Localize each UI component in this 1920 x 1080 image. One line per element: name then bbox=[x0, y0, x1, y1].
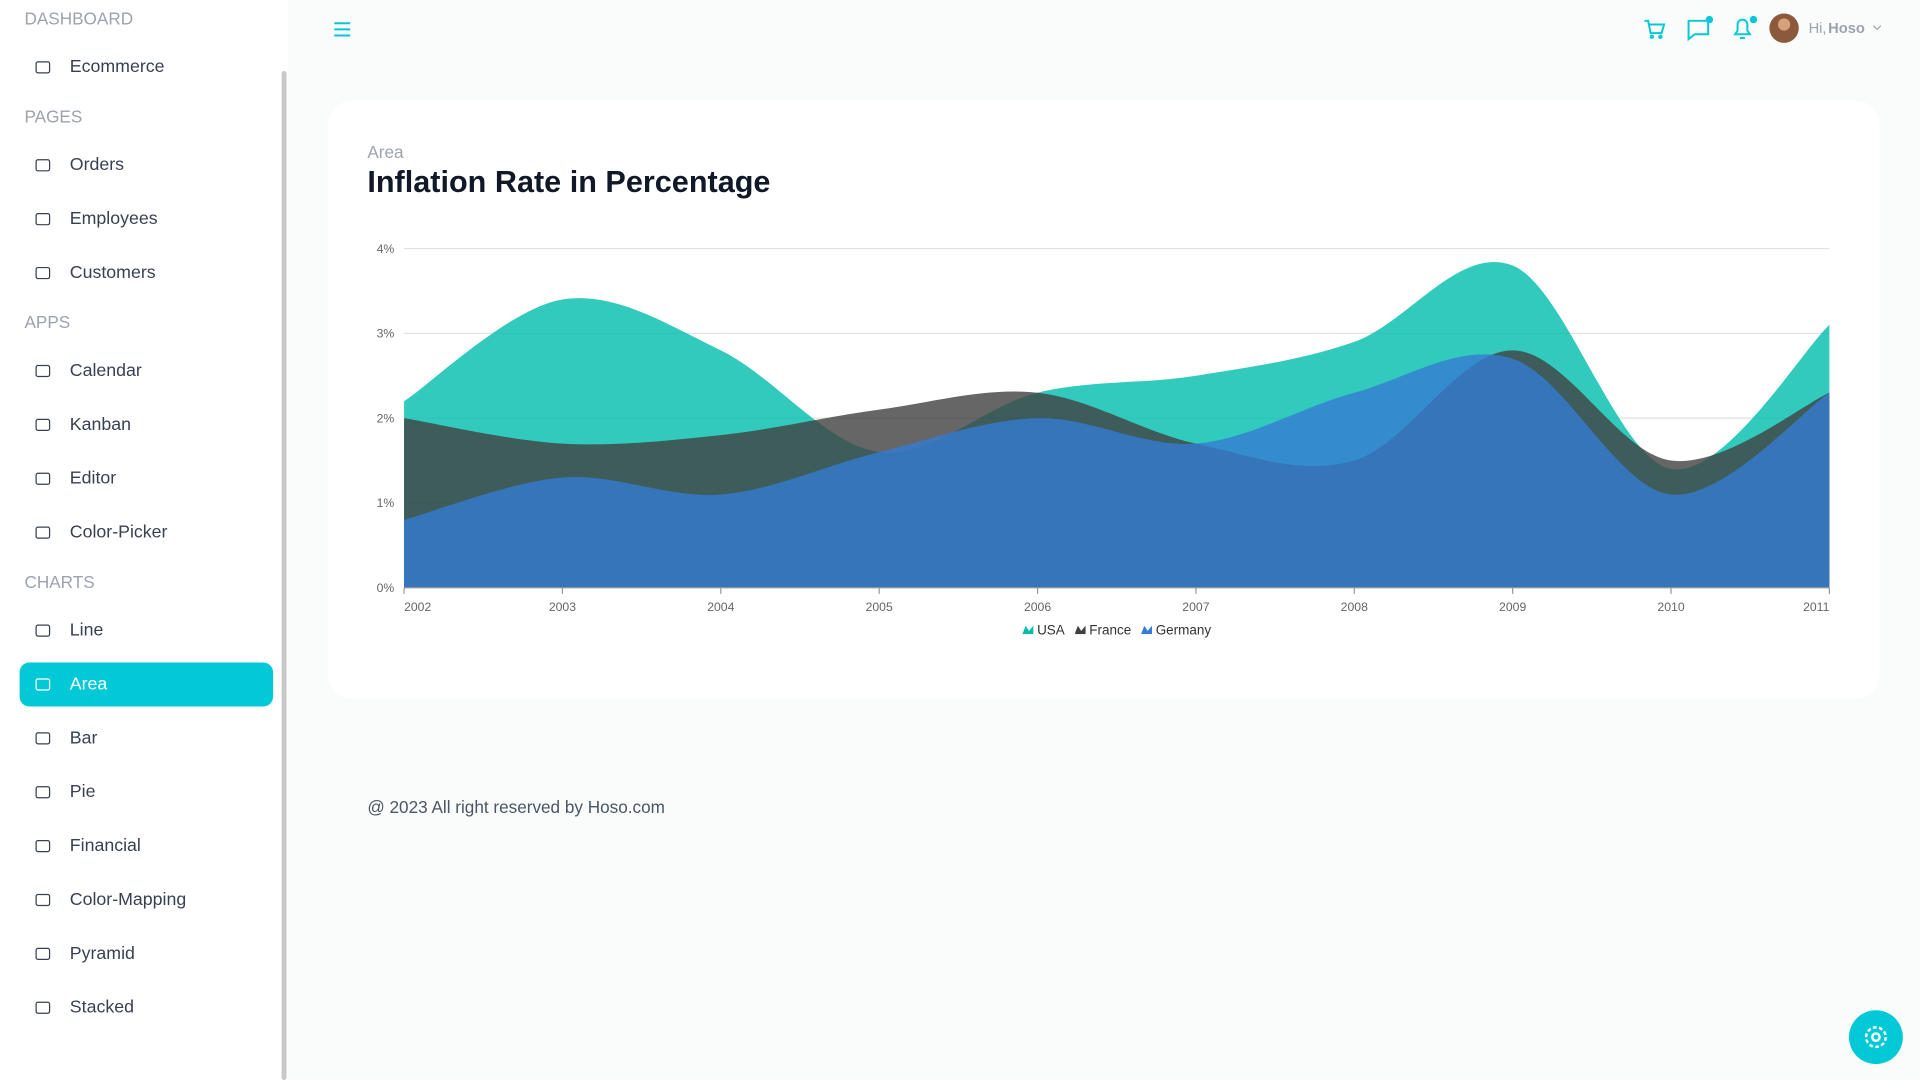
area-series bbox=[404, 354, 1830, 588]
nav-label: Financial bbox=[69, 836, 141, 856]
nav-item[interactable]: Pyramid bbox=[20, 932, 273, 976]
x-tick-label: 2004 bbox=[707, 600, 734, 614]
nav-item[interactable]: Line bbox=[20, 609, 273, 653]
nav-label: Stacked bbox=[69, 997, 134, 1018]
nav-label: Pyramid bbox=[69, 944, 135, 964]
nav-item[interactable]: Stacked bbox=[20, 986, 273, 1030]
nav-icon bbox=[35, 364, 51, 378]
legend-label: Germany bbox=[1155, 623, 1212, 638]
nav-icon bbox=[35, 1001, 51, 1014]
nav-label: Orders bbox=[69, 155, 125, 176]
y-tick-label: 3% bbox=[377, 327, 395, 341]
nav-item[interactable]: Calendar bbox=[20, 349, 273, 393]
x-tick-label: 2006 bbox=[1024, 600, 1051, 614]
nav-icon bbox=[35, 526, 51, 539]
top-bar: Hi, Hoso bbox=[334, 13, 1882, 43]
greeting: Hi, bbox=[1809, 21, 1827, 37]
sidebar: DASHBOARD Ecommerce PAGES Orders Employees Cu… bbox=[0, 0, 288, 1080]
user-menu[interactable]: Hi, Hoso bbox=[1769, 13, 1882, 43]
x-tick-label: 2002 bbox=[404, 600, 431, 614]
nav-item[interactable]: Pie bbox=[20, 770, 273, 814]
x-tick-label: 2011 bbox=[1803, 600, 1830, 614]
nav-icon bbox=[35, 624, 51, 637]
x-tick-label: 2003 bbox=[549, 600, 576, 614]
legend-item[interactable]: Germany bbox=[1140, 623, 1212, 638]
nav-label: Kanban bbox=[69, 415, 132, 435]
section-title: APPS bbox=[24, 312, 71, 332]
x-tick-label: 2005 bbox=[866, 600, 893, 614]
y-tick-label: 1% bbox=[377, 496, 395, 510]
legend-label: France bbox=[1089, 623, 1132, 638]
notification-button[interactable] bbox=[1733, 15, 1758, 39]
nav-item[interactable]: Kanban bbox=[20, 403, 273, 447]
nav-label: Line bbox=[69, 620, 104, 641]
section-title: CHARTS bbox=[24, 571, 95, 592]
chat-button[interactable] bbox=[1687, 15, 1714, 42]
nav-label: Area bbox=[69, 674, 108, 695]
nav-item[interactable]: Color-Picker bbox=[20, 511, 273, 555]
legend: USA France Germany bbox=[404, 623, 1829, 638]
nav-label: Employees bbox=[69, 209, 158, 229]
nav-icon bbox=[35, 159, 51, 172]
settings-button[interactable] bbox=[1847, 1008, 1906, 1067]
x-tick-label: 2008 bbox=[1341, 600, 1368, 614]
nav-icon bbox=[35, 786, 51, 799]
y-tick-label: 4% bbox=[377, 242, 395, 256]
nav-item[interactable]: Bar bbox=[20, 716, 273, 760]
nav-icon bbox=[35, 213, 51, 226]
nav-icon bbox=[35, 418, 51, 432]
nav-label: Pie bbox=[69, 782, 96, 803]
nav-label: Ecommerce bbox=[69, 57, 165, 78]
nav-label: Color-Picker bbox=[69, 522, 168, 543]
section-title: PAGES bbox=[24, 106, 83, 127]
nav-label: Bar bbox=[69, 728, 98, 749]
nav-item[interactable]: Financial bbox=[20, 824, 273, 868]
x-tick-label: 2010 bbox=[1657, 600, 1684, 614]
nav-item[interactable]: Ecommerce bbox=[20, 45, 273, 89]
legend-label: USA bbox=[1037, 623, 1065, 638]
nav-label: Customers bbox=[69, 263, 156, 283]
nav-item[interactable]: Color-Mapping bbox=[20, 878, 273, 922]
legend-swatch bbox=[1140, 625, 1153, 635]
nav-label: Calendar bbox=[69, 361, 142, 381]
nav-icon bbox=[35, 893, 51, 907]
nav-item[interactable]: Customers bbox=[20, 251, 273, 295]
nav-icon bbox=[35, 840, 51, 853]
y-tick-label: 0% bbox=[377, 581, 395, 595]
y-tick-label: 2% bbox=[377, 411, 395, 425]
footer: @ 2023 All right reserved by Hoso.com bbox=[367, 797, 665, 817]
cart-button[interactable] bbox=[1644, 19, 1666, 39]
chart-title: Inflation Rate in Percentage bbox=[367, 165, 770, 199]
nav-item[interactable]: Area bbox=[19, 662, 274, 707]
chevron bbox=[1873, 25, 1882, 31]
legend-item[interactable]: USA bbox=[1022, 623, 1065, 638]
chart-subtitle: Area bbox=[367, 142, 404, 162]
nav-label: Editor bbox=[69, 468, 117, 489]
nav-icon bbox=[35, 678, 51, 691]
nav-item[interactable]: Employees bbox=[20, 197, 273, 241]
legend-item[interactable]: France bbox=[1074, 623, 1132, 638]
menu-button[interactable] bbox=[334, 22, 351, 37]
legend-swatch bbox=[1074, 625, 1086, 635]
x-tick-label: 2009 bbox=[1499, 600, 1526, 614]
nav-label: Color-Mapping bbox=[69, 890, 187, 910]
section-title: DASHBOARD bbox=[24, 8, 134, 29]
nav-item[interactable]: Editor bbox=[20, 457, 273, 501]
avatar-face bbox=[1777, 18, 1791, 31]
nav-icon bbox=[35, 732, 51, 745]
nav-icon bbox=[35, 947, 51, 960]
scrollbar bbox=[281, 71, 287, 1080]
nav-icon bbox=[35, 266, 51, 280]
nav-icon bbox=[35, 472, 51, 485]
legend-swatch bbox=[1022, 625, 1034, 635]
user-name: Hoso bbox=[1828, 21, 1865, 37]
x-tick-label: 2007 bbox=[1182, 600, 1209, 614]
nav-icon bbox=[35, 61, 51, 74]
nav-item[interactable]: Orders bbox=[20, 143, 273, 187]
